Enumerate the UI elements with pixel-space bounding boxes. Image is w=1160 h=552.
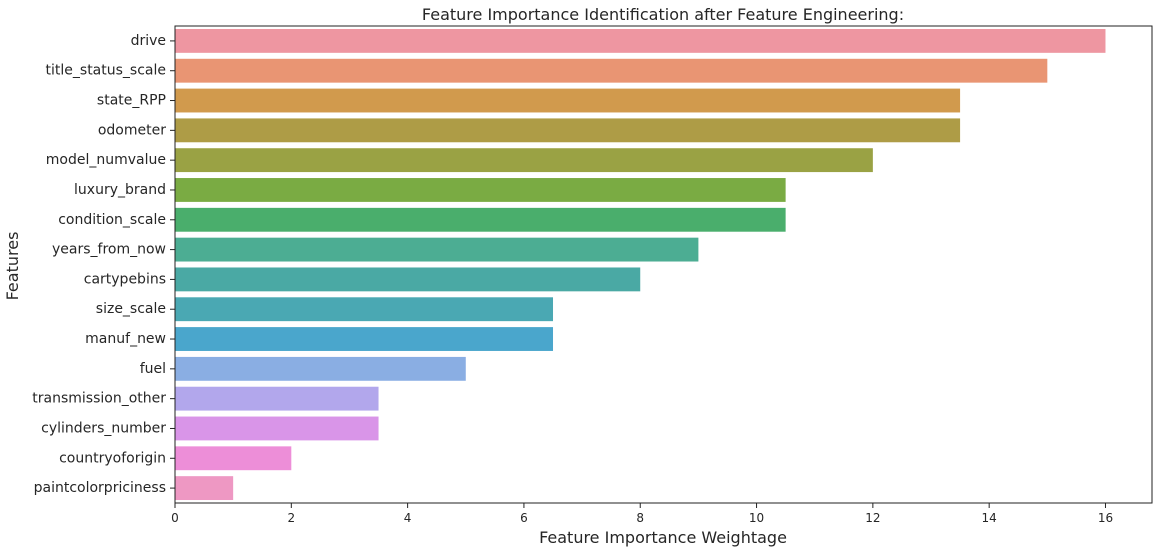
- plot-frame: [174, 25, 1153, 504]
- bar-cylinders_number: [175, 416, 379, 441]
- y-tick-label-manuf_new: manuf_new: [85, 331, 166, 347]
- y-axis-title: Features: [3, 232, 22, 301]
- y-tick-label-paintcolorpriciness: paintcolorpriciness: [34, 480, 166, 496]
- x-tick-label: 2: [287, 511, 295, 525]
- bar-state_RPP: [175, 88, 961, 113]
- bar-condition_scale: [175, 207, 786, 232]
- x-tick-label: 10: [749, 511, 764, 525]
- bar-paintcolorpriciness: [175, 476, 234, 501]
- x-tick-label: 0: [171, 511, 179, 525]
- bar-model_numvalue: [175, 148, 873, 173]
- bar-luxury_brand: [175, 178, 786, 202]
- x-axis-title: Feature Importance Weightage: [539, 528, 787, 547]
- y-tick-label-condition_scale: condition_scale: [58, 212, 166, 228]
- bar-fuel: [175, 356, 466, 381]
- y-tick-label-countryoforigin: countryoforigin: [59, 450, 166, 466]
- y-tick-label-transmission_other: transmission_other: [32, 391, 166, 407]
- bar-title_status_scale: [175, 58, 1048, 83]
- y-tick-label-cartypebins: cartypebins: [84, 271, 166, 287]
- bar-countryoforigin: [175, 446, 292, 471]
- y-tick-label-fuel: fuel: [140, 361, 166, 377]
- x-tick-label: 8: [636, 511, 644, 525]
- bar-manuf_new: [175, 327, 554, 351]
- y-tick-label-model_numvalue: model_numvalue: [46, 152, 166, 168]
- x-tick-label: 16: [1098, 511, 1113, 525]
- y-tick-label-years_from_now: years_from_now: [52, 242, 166, 258]
- y-tick-label-state_RPP: state_RPP: [97, 93, 166, 109]
- bar-size_scale: [175, 297, 554, 322]
- x-tick-label: 6: [520, 511, 528, 525]
- bar-drive: [175, 28, 1106, 53]
- chart-title: Feature Importance Identification after …: [422, 5, 904, 24]
- x-tick-label: 12: [865, 511, 880, 525]
- y-tick-label-drive: drive: [131, 33, 166, 49]
- bar-years_from_now: [175, 237, 699, 262]
- bar-transmission_other: [175, 386, 379, 411]
- y-tick-label-odometer: odometer: [98, 122, 166, 138]
- bar-odometer: [175, 118, 961, 143]
- x-tick-labels: 0 2 4 6 8 10 12 14 16: [171, 503, 1113, 525]
- y-tick-label-luxury_brand: luxury_brand: [74, 182, 166, 198]
- bars-layer: [175, 28, 1106, 501]
- x-tick-label: 14: [982, 511, 997, 525]
- y-tick-label-cylinders_number: cylinders_number: [41, 420, 166, 436]
- y-tick-label-size_scale: size_scale: [96, 301, 166, 317]
- bar-cartypebins: [175, 267, 641, 292]
- x-tick-label: 4: [404, 511, 412, 525]
- y-tick-labels: drive title_status_scale state_RPP odometer…: [32, 33, 175, 496]
- y-tick-label-title_status_scale: title_status_scale: [46, 63, 166, 79]
